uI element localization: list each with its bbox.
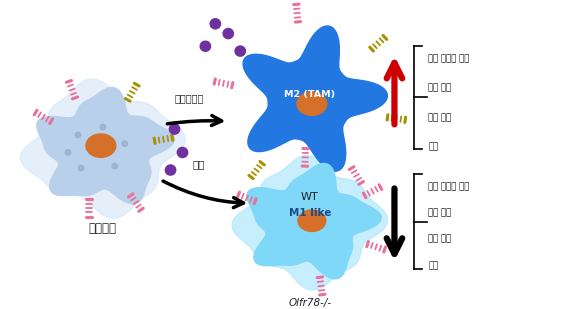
Polygon shape [37, 87, 175, 204]
Circle shape [100, 125, 105, 130]
Circle shape [65, 150, 71, 155]
Polygon shape [247, 163, 381, 279]
Ellipse shape [297, 92, 327, 116]
Text: WT: WT [301, 192, 319, 202]
Ellipse shape [86, 134, 116, 157]
Text: 젖산: 젖산 [192, 159, 205, 169]
Polygon shape [232, 155, 388, 290]
Text: 종양 세포의 증식: 종양 세포의 증식 [428, 54, 469, 63]
Text: M2 (TAM): M2 (TAM) [284, 91, 336, 99]
Polygon shape [20, 79, 185, 218]
Text: 종양 진행: 종양 진행 [428, 235, 451, 244]
Circle shape [170, 124, 180, 134]
Text: M1 like: M1 like [289, 208, 331, 218]
Circle shape [200, 41, 210, 51]
Text: 전이: 전이 [428, 261, 438, 270]
Polygon shape [243, 26, 387, 171]
Text: 종양 침습: 종양 침습 [428, 84, 451, 93]
Circle shape [75, 132, 81, 138]
Ellipse shape [298, 210, 326, 231]
Circle shape [166, 165, 176, 175]
Circle shape [177, 147, 188, 158]
Text: 대식세포: 대식세포 [89, 222, 117, 235]
Text: 종양 세포의 증식: 종양 세포의 증식 [428, 182, 469, 191]
Circle shape [78, 165, 84, 171]
Circle shape [223, 28, 234, 39]
Text: 전이: 전이 [428, 142, 438, 151]
Circle shape [112, 163, 117, 169]
Text: 후각수용체: 후각수용체 [175, 93, 204, 103]
Text: 종양 침습: 종양 침습 [428, 209, 451, 218]
Text: Olfr78-/-: Olfr78-/- [288, 298, 332, 308]
Circle shape [210, 19, 221, 29]
Text: 종양 진행: 종양 진행 [428, 113, 451, 122]
Circle shape [122, 141, 128, 146]
Circle shape [235, 46, 246, 56]
